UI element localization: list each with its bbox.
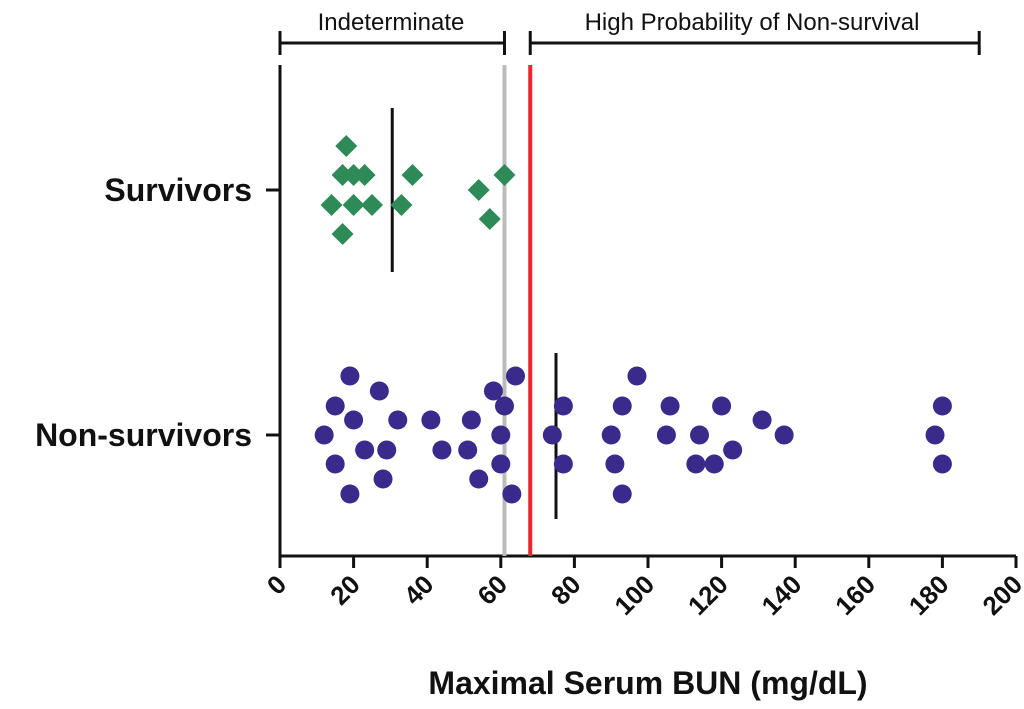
x-tick-label: 0: [261, 569, 292, 600]
non-survivor-point: [774, 425, 794, 445]
survivor-point: [401, 164, 424, 186]
non-survivor-point: [612, 396, 632, 416]
x-tick-label: 80: [545, 569, 587, 611]
non-survivor-point: [325, 454, 345, 474]
non-survivor-point: [605, 454, 625, 474]
non-survivor-point: [483, 381, 503, 401]
non-survivor-point: [461, 410, 481, 430]
non-survivor-point: [314, 425, 334, 445]
x-tick-label: 180: [903, 569, 955, 621]
non-survivor-point: [690, 425, 710, 445]
non-survivor-point: [491, 454, 511, 474]
category-label-survivors: Survivors: [104, 172, 252, 208]
non-survivor-point: [925, 425, 945, 445]
non-survivor-point: [686, 454, 706, 474]
x-tick-label: 120: [682, 569, 734, 621]
non-survivor-point: [388, 410, 408, 430]
non-survivor-point: [373, 469, 393, 489]
x-tick-label: 140: [756, 569, 808, 621]
survivor-point: [353, 164, 376, 186]
non-survivor-point: [542, 425, 562, 445]
non-survivor-point: [377, 440, 397, 460]
x-axis-title: Maximal Serum BUN (mg/dL): [428, 665, 867, 701]
region-label-high-probability: High Probability of Non-survival: [585, 9, 920, 36]
survivor-point: [331, 164, 354, 186]
x-tick-label: 60: [471, 569, 513, 611]
non-survivor-point: [340, 484, 360, 504]
non-survivor-point: [601, 425, 621, 445]
survivor-point: [342, 194, 365, 216]
non-survivor-point: [491, 425, 511, 445]
non-survivor-point: [325, 396, 345, 416]
non-survivor-point: [612, 484, 632, 504]
non-survivor-point: [553, 396, 573, 416]
category-label-non-survivors: Non-survivors: [35, 417, 252, 453]
non-survivor-point: [506, 366, 526, 386]
non-survivor-point: [421, 410, 441, 430]
non-survivor-point: [712, 396, 732, 416]
survivor-point: [335, 135, 358, 157]
non-survivor-point: [553, 454, 573, 474]
non-survivor-point: [458, 440, 478, 460]
x-tick-label: 40: [398, 569, 440, 611]
non-survivor-point: [369, 381, 389, 401]
non-survivor-point: [660, 396, 680, 416]
non-survivor-point: [656, 425, 676, 445]
non-survivor-point: [723, 440, 743, 460]
survivor-point: [493, 164, 516, 186]
non-survivor-point: [752, 410, 772, 430]
survivor-point: [467, 179, 490, 201]
non-survivor-point: [704, 454, 724, 474]
non-survivor-point: [355, 440, 375, 460]
x-tick-label: 20: [324, 569, 366, 611]
x-tick-label: 160: [829, 569, 881, 621]
non-survivor-point: [502, 484, 522, 504]
survivor-point: [361, 194, 383, 216]
survivor-point: [342, 164, 365, 186]
survivor-point: [390, 194, 413, 216]
non-survivor-point: [340, 366, 360, 386]
survivor-point: [320, 194, 343, 216]
non-survivor-point: [494, 396, 514, 416]
survivor-point: [478, 208, 501, 230]
region-label-indeterminate: Indeterminate: [318, 9, 465, 36]
x-tick-label: 200: [976, 569, 1024, 621]
non-survivor-point: [627, 366, 647, 386]
non-survivor-point: [344, 410, 364, 430]
non-survivor-point: [932, 454, 952, 474]
survivor-point: [331, 223, 354, 245]
non-survivor-point: [432, 440, 452, 460]
non-survivor-point: [932, 396, 952, 416]
x-tick-label: 100: [608, 569, 660, 621]
non-survivor-point: [469, 469, 489, 489]
